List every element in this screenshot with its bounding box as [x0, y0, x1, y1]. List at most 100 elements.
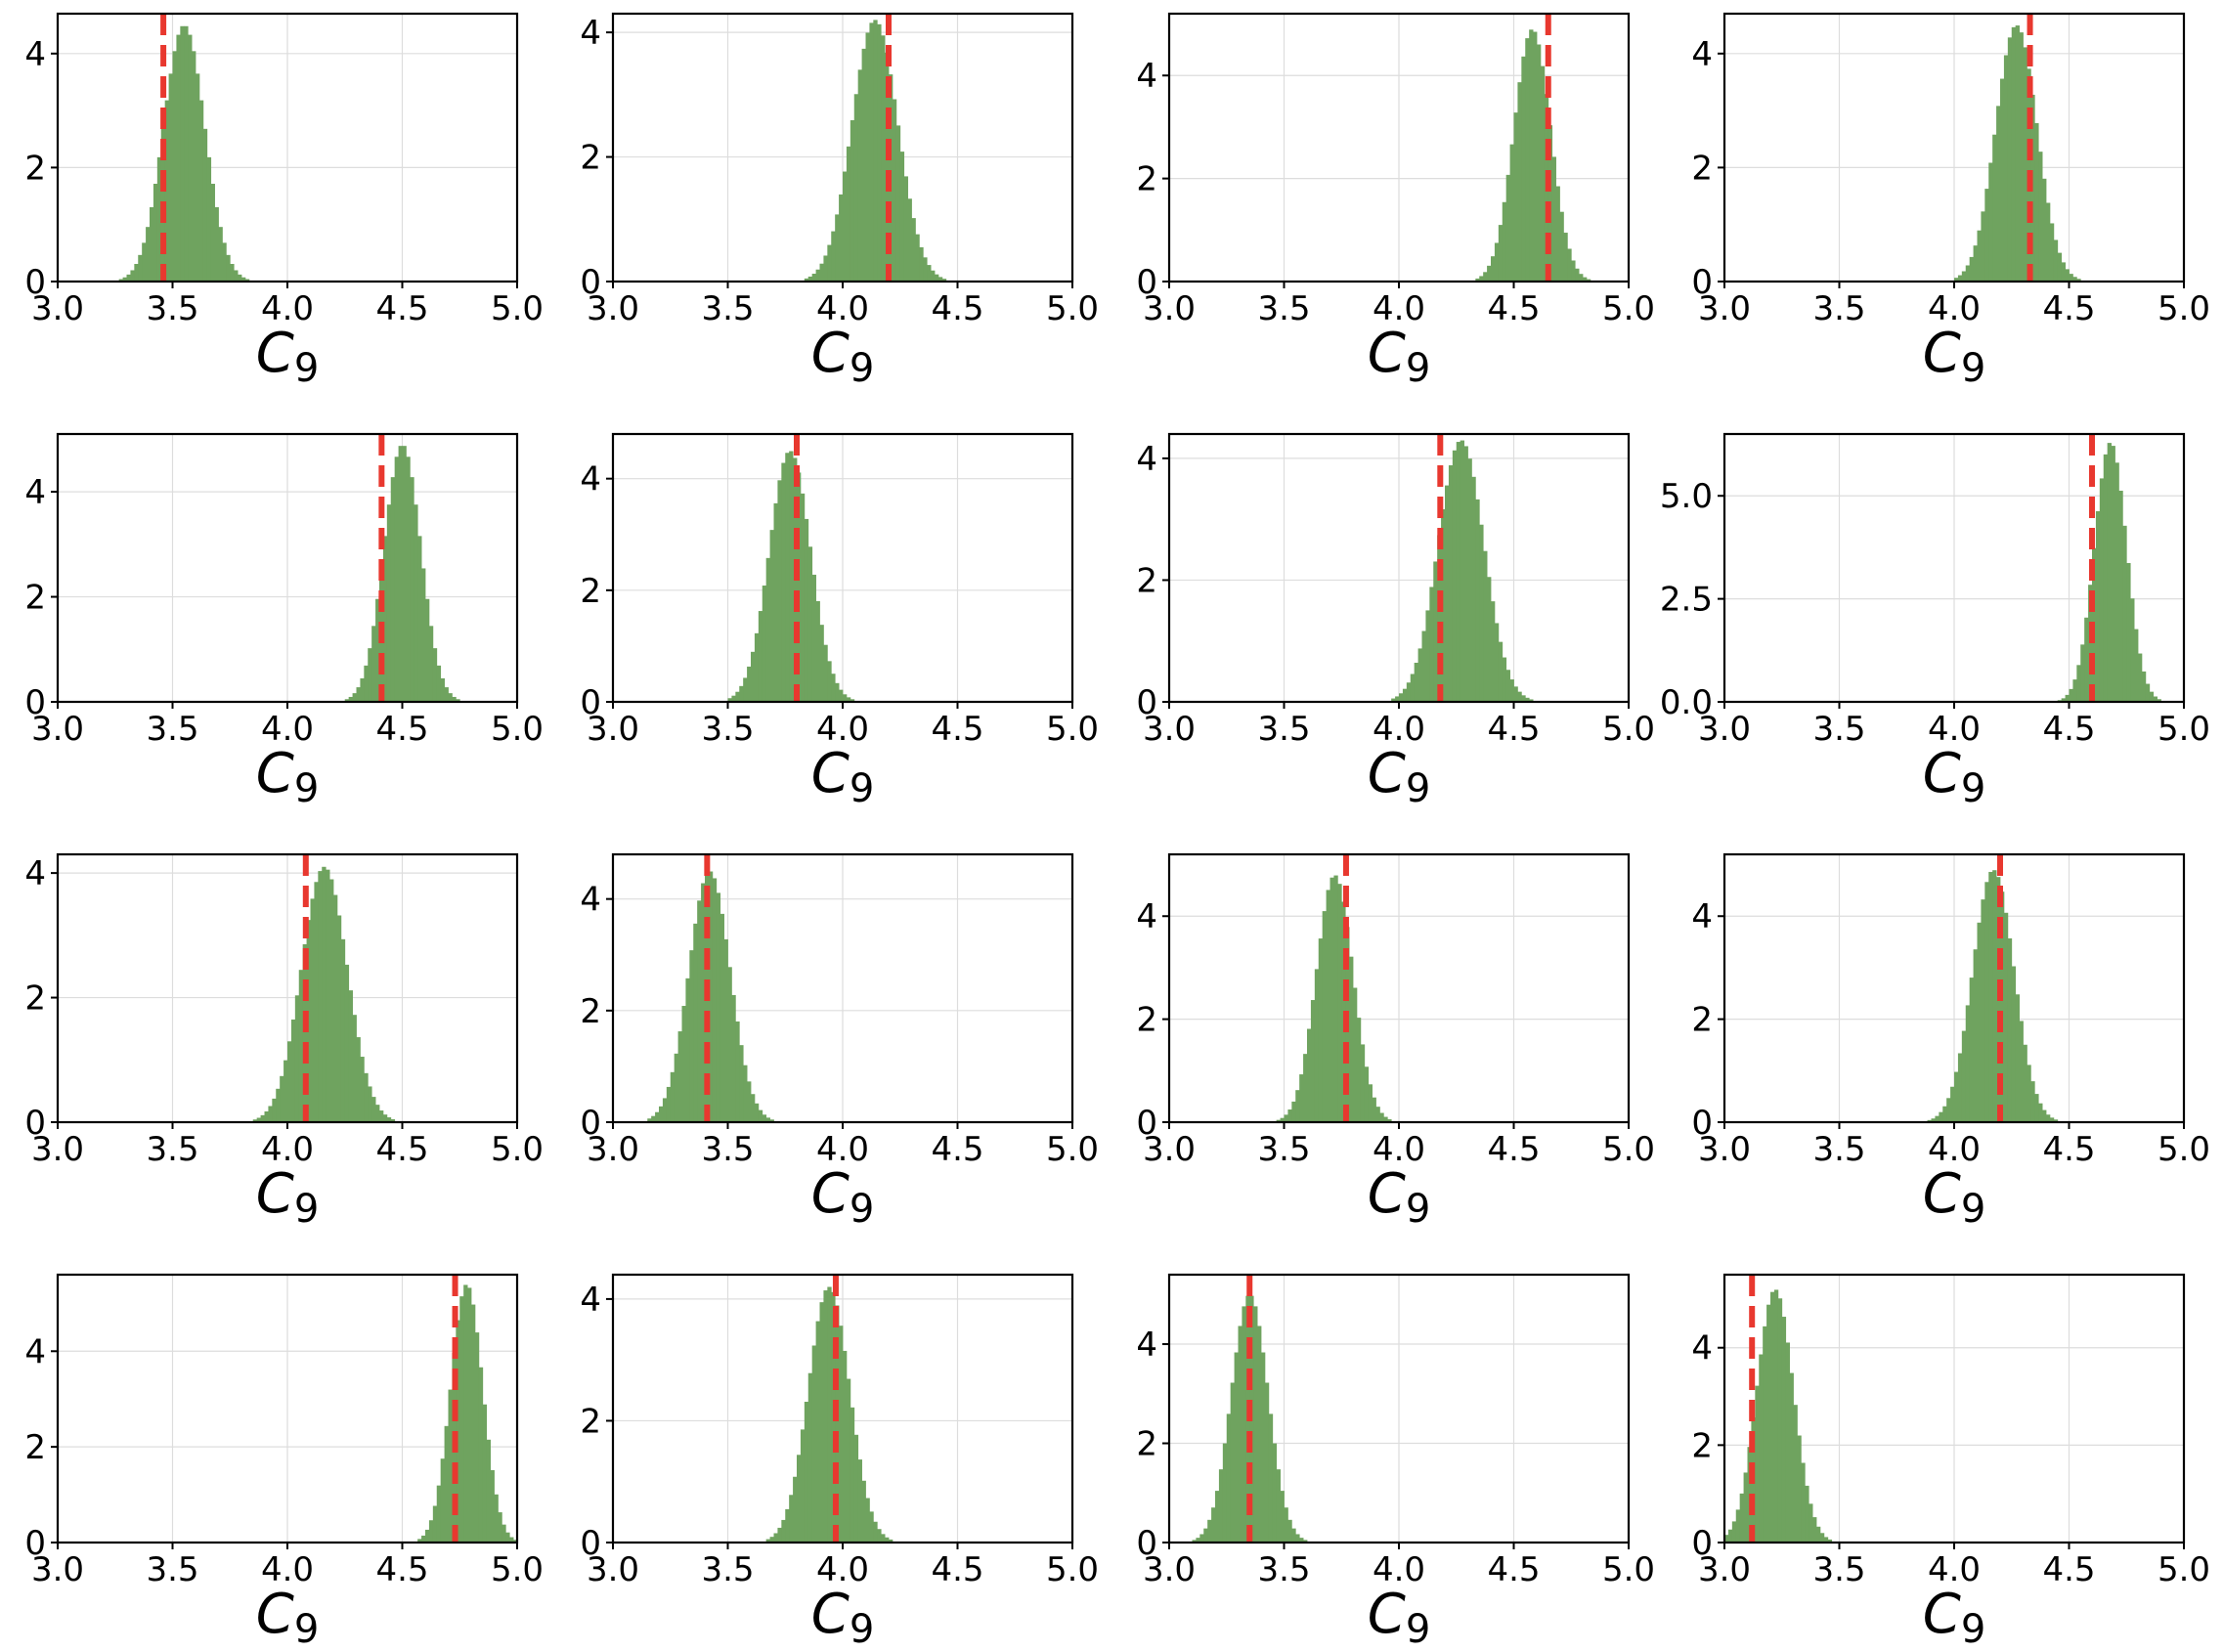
x-tick-label: 5.0	[491, 1550, 544, 1589]
y-tick-label: 0	[24, 1104, 46, 1143]
histogram-bar	[1789, 1372, 1794, 1543]
histogram-bar	[769, 530, 774, 702]
histogram-bar	[1242, 1306, 1246, 1543]
histogram-bar	[919, 246, 924, 282]
histogram-bar	[352, 1015, 357, 1122]
histogram-bar	[1276, 1469, 1281, 1543]
x-tick-label: 4.5	[931, 1130, 983, 1169]
histogram-bar	[1551, 156, 1556, 282]
y-tick-label: 5.0	[1660, 477, 1713, 516]
histogram-bar	[719, 913, 724, 1122]
histogram-bar	[1793, 1405, 1798, 1543]
histogram-bar	[448, 1389, 453, 1543]
histogram-bar	[1517, 691, 1522, 702]
histogram-bar	[2084, 617, 2089, 702]
x-tick-label: 4.5	[1487, 1550, 1540, 1589]
histogram-bar	[865, 32, 870, 283]
histogram-bar	[2088, 585, 2093, 702]
histogram-bar	[1498, 225, 1504, 282]
histogram-bar	[1812, 1517, 1817, 1543]
x-tick-label: 4.0	[1928, 289, 1981, 328]
y-tick-label: 4	[1136, 1326, 1157, 1365]
histogram-bar	[1805, 1485, 1809, 1543]
x-tick-label: 4.5	[2042, 289, 2095, 328]
histogram-bar	[448, 693, 453, 702]
histogram-bar	[1238, 1326, 1242, 1543]
histogram-bar	[2007, 37, 2013, 283]
histogram-bar	[1509, 144, 1514, 282]
histogram-bar	[2042, 178, 2047, 282]
histogram-bar	[765, 557, 770, 702]
histogram-bar	[2118, 491, 2123, 702]
y-tick-label: 4	[580, 881, 601, 920]
histogram-bar	[1946, 1098, 1951, 1122]
x-tick-label: 4.5	[375, 1130, 428, 1169]
y-tick-label: 2	[24, 579, 46, 618]
histogram-bar	[1417, 648, 1422, 702]
histogram-bar	[1571, 260, 1576, 282]
histogram-bar	[202, 128, 208, 282]
histogram-bar	[701, 883, 706, 1122]
histogram-bar	[336, 915, 342, 1122]
histogram-bar	[1537, 44, 1542, 282]
histogram-bar	[1521, 695, 1526, 702]
histogram-bar	[1977, 230, 1982, 282]
histogram-bar	[440, 1458, 445, 1543]
histogram-bar	[2046, 202, 2051, 282]
histogram-bar	[804, 518, 809, 702]
x-tick-label: 3.0	[587, 1550, 639, 1589]
histogram-bar	[360, 1057, 365, 1122]
histogram-bar	[1475, 499, 1480, 702]
histogram-bar	[1988, 871, 1993, 1122]
x-tick-label: 4.0	[816, 1130, 869, 1169]
x-tick-label: 4.5	[1487, 710, 1540, 749]
histogram-bar	[1785, 1342, 1790, 1543]
histogram-bar	[861, 1480, 866, 1543]
histogram-bar	[1502, 201, 1507, 282]
x-tick-label: 4.0	[261, 1130, 314, 1169]
histogram-bar	[463, 1284, 468, 1543]
histogram-bar	[1984, 882, 1989, 1122]
histogram-bar	[2034, 122, 2039, 282]
y-tick-label: 0	[1691, 1104, 1713, 1143]
histogram-bar	[697, 900, 702, 1122]
histogram-bar	[1463, 446, 1468, 702]
histogram-bar	[214, 206, 219, 282]
histogram-bar	[1563, 233, 1568, 282]
x-axis-label: C9	[256, 1583, 320, 1652]
y-tick-label: 2	[580, 139, 601, 178]
histogram-bar	[192, 51, 196, 282]
histogram-bar	[2072, 679, 2077, 702]
histogram-bar	[1525, 697, 1530, 702]
histogram-bar	[2111, 446, 2115, 702]
histogram-bar	[206, 156, 212, 282]
histogram-bar	[486, 1439, 491, 1543]
histogram-bar	[931, 270, 936, 282]
histogram-bar	[314, 882, 319, 1122]
histogram-bar	[348, 696, 353, 702]
histogram-bar	[743, 1065, 748, 1122]
histogram-bar	[666, 1086, 672, 1122]
histogram-bar	[260, 1114, 265, 1122]
histogram-bar	[827, 1286, 832, 1543]
histogram-bar	[1533, 31, 1538, 282]
histogram-bar	[1727, 1529, 1733, 1543]
histogram-panel-12: 3.0 3.5 4.0 4.5 5.0 0 2 4 C9	[1691, 852, 2210, 1232]
histogram-bar	[835, 1305, 840, 1543]
histogram-bar	[1517, 82, 1522, 282]
histogram-bar	[1264, 1382, 1270, 1543]
histogram-bar	[911, 218, 916, 282]
histogram-panel-11: 3.0 3.5 4.0 4.5 5.0 0 2 4 C9	[1136, 852, 1655, 1232]
x-axis-label: C9	[1368, 322, 1431, 391]
histogram-bar	[804, 1402, 809, 1543]
x-tick-label: 3.5	[146, 1130, 198, 1169]
histogram-bar	[126, 274, 131, 282]
histogram-bar	[1199, 1534, 1204, 1543]
y-tick-label: 2	[580, 572, 601, 611]
histogram-bar	[421, 1535, 426, 1543]
histogram-bar	[410, 477, 414, 702]
histogram-bar	[1969, 978, 1974, 1122]
x-tick-label: 4.5	[1487, 1130, 1540, 1169]
histogram-bar	[1809, 1503, 1813, 1543]
histogram-bar	[1981, 211, 1985, 282]
